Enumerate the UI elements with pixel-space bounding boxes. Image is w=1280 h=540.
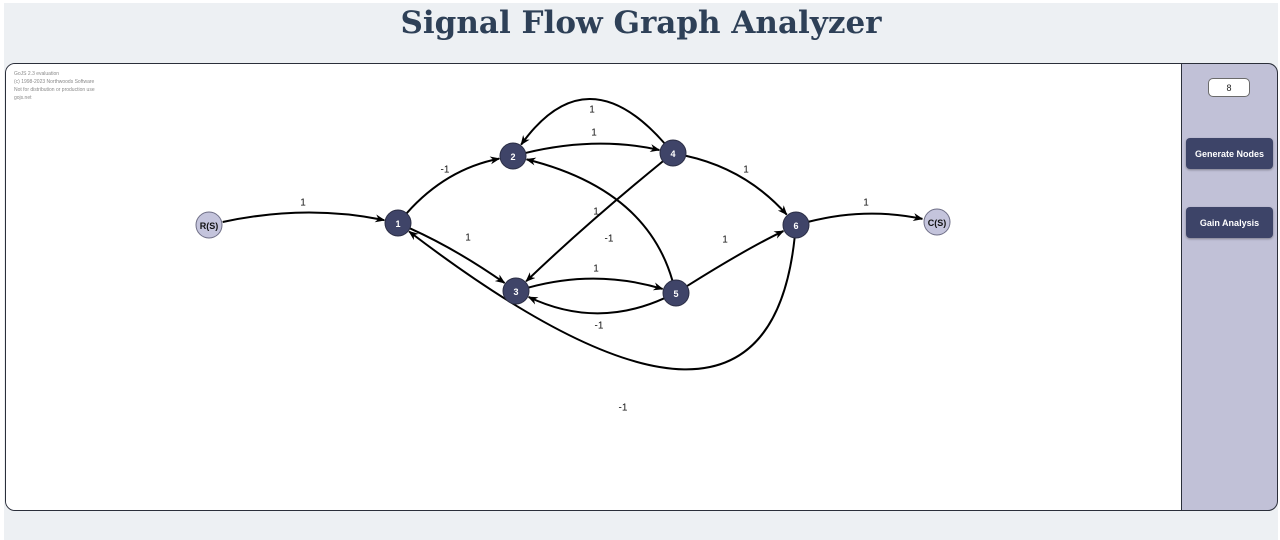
- graph-node-6[interactable]: 6: [782, 211, 810, 239]
- watermark-line: (c) 1998-2023 Northwoods Software: [14, 79, 95, 85]
- terminal-node-R[interactable]: R(S): [195, 211, 223, 239]
- edge-gain-label[interactable]: 1: [300, 198, 306, 209]
- edge-gain-label[interactable]: 1: [591, 128, 597, 139]
- edge-gain-label[interactable]: 1: [593, 264, 599, 275]
- node-label: 6: [793, 221, 798, 231]
- generate-nodes-button[interactable]: Generate Nodes: [1186, 138, 1273, 169]
- graph-node-5[interactable]: 5: [662, 279, 690, 307]
- watermark: GoJS 2.3 evaluation (c) 1998-2023 Northw…: [14, 70, 95, 102]
- page-title: Signal Flow Graph Analyzer: [400, 5, 882, 41]
- edge-R-1[interactable]: [222, 211, 386, 224]
- edge-gain-label[interactable]: 1: [589, 105, 595, 116]
- edge-6-C[interactable]: [808, 212, 924, 223]
- edge-gain-label[interactable]: 1: [465, 233, 471, 244]
- watermark-line: GoJS 2.3 evaluation: [14, 71, 60, 77]
- edge-6-1[interactable]: [408, 230, 796, 371]
- edge-gain-label[interactable]: 1: [593, 207, 599, 218]
- node-circle: [659, 139, 687, 167]
- gain-analysis-button[interactable]: Gain Analysis: [1186, 207, 1273, 238]
- node-label: R(S): [200, 221, 219, 231]
- edge-1-2[interactable]: [405, 156, 501, 214]
- edge-1-3[interactable]: [409, 227, 506, 284]
- graph-node-3[interactable]: 3: [502, 277, 530, 305]
- edge-gain-label[interactable]: -1: [619, 403, 628, 414]
- node-circle: [195, 211, 223, 239]
- node-circle: [923, 208, 951, 236]
- terminal-node-C[interactable]: C(S): [923, 208, 951, 236]
- edge-4-2[interactable]: [520, 98, 666, 146]
- node-label: 3: [513, 287, 518, 297]
- edge-gain-label[interactable]: 1: [722, 235, 728, 246]
- app-window: Signal Flow Graph Analyzer GoJS 2.3 eval…: [4, 3, 1278, 540]
- edge-5-2[interactable]: [525, 157, 674, 281]
- node-label: 4: [670, 149, 675, 159]
- graph-node-4[interactable]: 4: [659, 139, 687, 167]
- graph-node-1[interactable]: 1: [384, 209, 412, 237]
- main-panel: GoJS 2.3 evaluation (c) 1998-2023 Northw…: [5, 63, 1278, 511]
- control-sidebar: Generate Nodes Gain Analysis: [1182, 64, 1277, 510]
- edge-gain-label[interactable]: -1: [605, 234, 614, 245]
- signal-flow-graph[interactable]: 1 -1 1 1 1 1 1 -1 1 -1 1 1 -1 R(S) 1 2 3 4 5 6 C(S): [6, 64, 1181, 510]
- node-label: C(S): [928, 218, 947, 228]
- node-label: 5: [673, 289, 678, 299]
- watermark-line: Not for distribution or production use: [14, 87, 95, 93]
- node-label: 1: [395, 219, 400, 229]
- graph-node-2[interactable]: 2: [499, 142, 527, 170]
- edge-gain-label[interactable]: 1: [863, 198, 869, 209]
- node-circle: [499, 142, 527, 170]
- edge-4-6[interactable]: [685, 154, 788, 216]
- edge-gain-label[interactable]: -1: [441, 165, 450, 176]
- edge-5-6[interactable]: [686, 230, 785, 287]
- edge-gain-label[interactable]: 1: [743, 165, 749, 176]
- node-count-input[interactable]: [1208, 78, 1250, 97]
- node-circle: [502, 277, 530, 305]
- watermark-line: gojs.net: [14, 95, 32, 101]
- edge-2-4[interactable]: [525, 142, 661, 154]
- node-circle: [662, 279, 690, 307]
- edge-5-3[interactable]: [527, 296, 665, 315]
- edge-3-5[interactable]: [528, 277, 664, 291]
- graph-canvas[interactable]: GoJS 2.3 evaluation (c) 1998-2023 Northw…: [6, 64, 1182, 510]
- node-circle: [384, 209, 412, 237]
- edge-4-3[interactable]: [525, 160, 664, 283]
- node-circle: [782, 211, 810, 239]
- edge-gain-label[interactable]: -1: [595, 321, 604, 332]
- node-label: 2: [510, 152, 515, 162]
